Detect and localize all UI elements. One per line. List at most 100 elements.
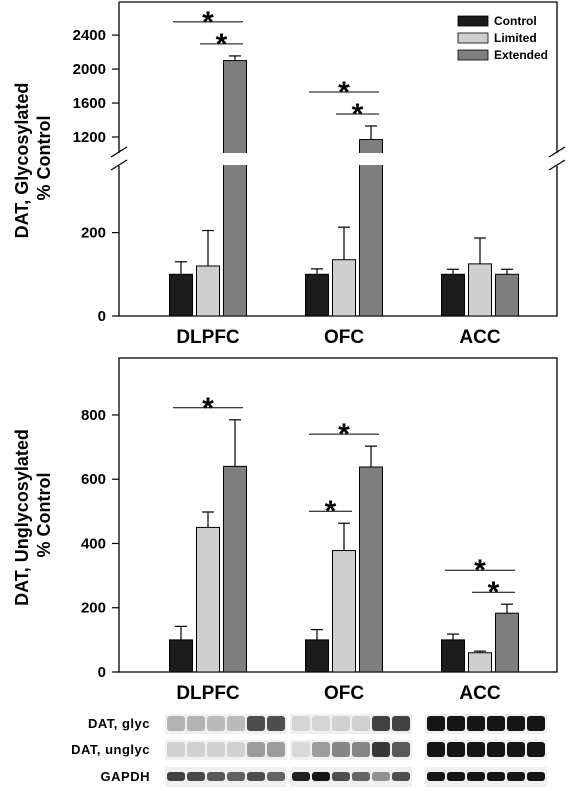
y-tick-label: 200 — [81, 225, 106, 242]
blot-band — [487, 716, 505, 731]
blot-band — [312, 772, 330, 781]
blot-band — [267, 742, 285, 757]
bar-control — [441, 639, 465, 673]
bar-control — [305, 273, 329, 317]
blot-band — [267, 772, 285, 781]
western-blots: DAT, glyc DAT, unglyc GAPDH — [71, 714, 547, 787]
y-tick-label: 200 — [81, 600, 106, 617]
bar-extended — [495, 612, 519, 673]
blot-band — [207, 742, 225, 757]
blot-band — [247, 772, 265, 781]
y-tick-label: 400 — [81, 535, 106, 552]
blot-band — [527, 742, 545, 757]
category-label: ACC — [459, 683, 500, 704]
blot-band — [427, 742, 445, 757]
legend-label: Control — [494, 14, 537, 28]
blot-band — [247, 716, 265, 731]
y-tick-label: 1200 — [73, 129, 106, 146]
category-label: OFC — [324, 327, 364, 348]
significance-star: * — [216, 28, 228, 61]
significance-star: * — [338, 418, 350, 451]
blot-band — [227, 716, 245, 731]
bar-break-gap — [358, 153, 384, 165]
blot-band — [332, 772, 350, 781]
y-tick-label: 0 — [98, 308, 106, 325]
legend-swatch-extended — [457, 49, 489, 61]
legend: Control Limited Extended — [457, 14, 548, 62]
blot-band — [187, 742, 205, 757]
significance-star: * — [338, 76, 350, 109]
y-tick-label: 2400 — [73, 27, 106, 44]
significance-star: * — [352, 98, 364, 131]
significance-star: * — [202, 6, 214, 39]
blot-band — [247, 742, 265, 757]
blot-label: DAT, unglyc — [71, 742, 150, 757]
significance-star: * — [202, 392, 214, 425]
blot-band — [372, 772, 390, 781]
blot-band — [467, 742, 485, 757]
legend-swatch-control — [457, 15, 489, 27]
category-label: ACC — [459, 327, 500, 348]
blot-band — [467, 716, 485, 731]
y-tick-label: 0 — [98, 664, 106, 681]
axis-break-right — [548, 146, 566, 171]
blot-band — [352, 716, 370, 731]
blot-band — [332, 716, 350, 731]
blot-band — [427, 716, 445, 731]
blot-band — [187, 772, 205, 781]
blot-band — [227, 742, 245, 757]
blot-band — [207, 716, 225, 731]
blot-band — [292, 716, 310, 731]
significance-star: * — [325, 495, 337, 528]
blot-band — [392, 716, 410, 731]
blot-band — [392, 742, 410, 757]
blot-band — [267, 716, 285, 731]
y-tick-label: 800 — [81, 407, 106, 424]
blot-band — [167, 742, 185, 757]
blot-band — [392, 772, 410, 781]
bar-limited — [332, 550, 356, 673]
blot-band — [447, 742, 465, 757]
blot-band — [167, 772, 185, 781]
blot-band — [292, 772, 310, 781]
bar-extended — [223, 465, 247, 673]
bar-limited — [196, 265, 220, 317]
y-tick-label: 1600 — [73, 95, 106, 112]
blot-band — [447, 772, 465, 781]
blot-band — [507, 716, 525, 731]
blot-label: DAT, glyc — [88, 716, 150, 731]
significance-star: * — [474, 554, 486, 587]
bar-control — [305, 639, 329, 673]
blot-band — [352, 742, 370, 757]
legend-label: Limited — [494, 31, 537, 45]
axis-break-left — [110, 146, 128, 171]
blot-band — [187, 716, 205, 731]
blot-band — [372, 716, 390, 731]
category-label: DLPFC — [176, 327, 240, 348]
bar-control — [441, 273, 465, 317]
blot-band — [292, 742, 310, 757]
bar-extended — [223, 60, 247, 317]
bar-control — [169, 273, 193, 317]
blot-label: GAPDH — [101, 769, 150, 784]
blot-band — [427, 772, 445, 781]
bar-control — [169, 639, 193, 673]
category-label: OFC — [324, 683, 364, 704]
legend-label: Extended — [494, 48, 548, 62]
legend-swatch-limited — [457, 32, 489, 44]
blot-band — [467, 772, 485, 781]
blot-band — [352, 772, 370, 781]
bar-limited — [332, 259, 356, 317]
y-axis-label-1: DAT, Glycosylated % Control — [12, 78, 54, 239]
blot-band — [227, 772, 245, 781]
blot-band — [312, 716, 330, 731]
bar-break-gap — [222, 153, 248, 165]
y-tick-label: 2000 — [73, 61, 106, 78]
blot-band — [507, 772, 525, 781]
blot-band — [372, 742, 390, 757]
y-tick-label: 600 — [81, 471, 106, 488]
bar-limited — [196, 526, 220, 673]
blot-band — [527, 772, 545, 781]
